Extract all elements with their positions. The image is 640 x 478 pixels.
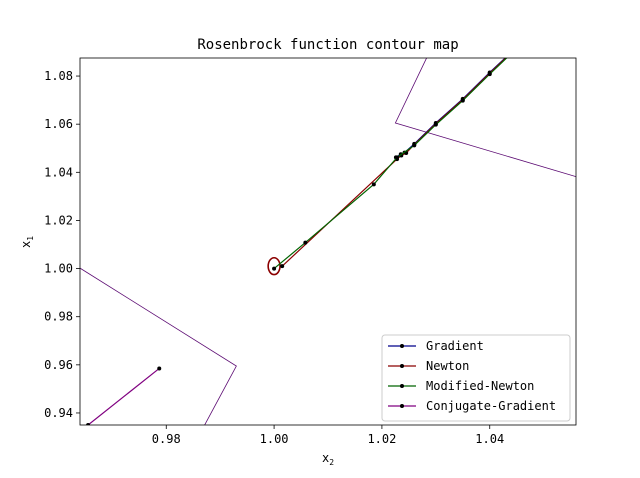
data-point-modified-newton (460, 98, 465, 103)
y-tick-label: 0.94 (44, 406, 73, 420)
data-point-modified-newton (395, 155, 400, 160)
x-tick-label: 1.02 (367, 432, 396, 446)
legend-marker-gradient (400, 344, 404, 348)
y-tick-label: 0.96 (44, 358, 73, 372)
contour-line-1 (80, 267, 237, 425)
series-gradient (393, 45, 519, 160)
legend-marker-newton (400, 364, 404, 368)
data-point-modified-newton (371, 182, 376, 187)
y-tick-label: 1.06 (44, 117, 73, 131)
legend-label-modified-newton: Modified-Newton (426, 379, 534, 393)
plot-frame (79, 57, 577, 426)
series-line-conjugate-gradient (87, 367, 160, 425)
y-axis-title: x1 (19, 236, 35, 248)
legend-marker-conjugate-gradient (400, 404, 404, 408)
data-point-gradient (515, 45, 519, 49)
data-point-modified-newton (272, 266, 277, 271)
y-tick-label: 1.04 (44, 165, 73, 179)
y-axis: 0.94 0.96 0.98 1.00 1.02 1.04 1.06 1.08 (44, 69, 80, 420)
x-tick-label: 1.00 (260, 432, 289, 446)
y-tick-label: 1.02 (44, 213, 73, 227)
legend-marker-modified-newton (400, 384, 404, 388)
series-modified-newton (272, 46, 519, 271)
y-axis-title-subscript: 1 (26, 236, 35, 241)
legend: Gradient Newton Modified-Newton Conjugate-G… (381, 334, 571, 422)
x-tick-label: 0.98 (152, 432, 181, 446)
y-axis-title-text: x (19, 241, 33, 248)
data-point-newton (280, 264, 285, 269)
series-newton (280, 46, 519, 269)
data-point-modified-newton (487, 72, 492, 77)
x-axis-title-text: x (322, 451, 329, 465)
series-line-newton (281, 58, 507, 267)
data-point-modified-newton (303, 240, 308, 245)
legend-label-conjugate-gradient: Conjugate-Gradient (426, 399, 556, 413)
data-point-conjugate-gradient (157, 366, 162, 371)
chart-title: Rosenbrock function contour map (197, 37, 458, 53)
series-conjugate-gradient (86, 366, 162, 425)
data-point-modified-newton (412, 143, 417, 148)
data-point-conjugate-gradient (86, 423, 91, 425)
data-point-modified-newton (515, 46, 519, 50)
plot-content (80, 45, 576, 425)
y-tick-label: 1.00 (44, 262, 73, 276)
legend-label-gradient: Gradient (426, 339, 484, 353)
y-tick-label: 1.08 (44, 69, 73, 83)
legend-box (381, 334, 571, 422)
legend-label-newton: Newton (426, 359, 469, 373)
data-point-modified-newton (433, 122, 438, 127)
x-axis-title: x2 (322, 451, 334, 467)
contour-ellipse (267, 256, 281, 276)
x-tick-label: 1.04 (475, 432, 504, 446)
data-point-newton (515, 46, 519, 50)
x-axis-title-subscript: 2 (329, 458, 334, 467)
contour-line-2 (394, 58, 576, 178)
y-tick-label: 0.98 (44, 310, 73, 324)
x-axis: 0.98 1.00 1.02 1.04 (152, 425, 504, 446)
